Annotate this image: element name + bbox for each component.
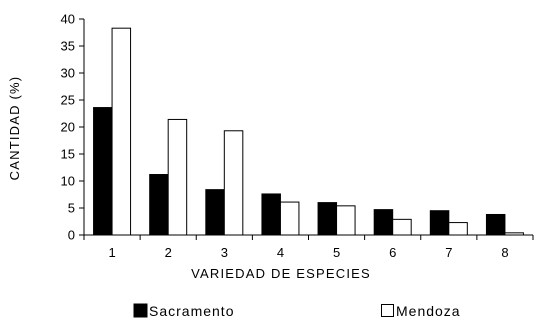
- y-tick-label: 35: [61, 39, 75, 54]
- x-tick-label: 1: [108, 245, 115, 260]
- bar-sacramento-6: [373, 209, 394, 236]
- legend-item-mendoza: Mendoza: [381, 303, 461, 319]
- x-tick-label: 3: [221, 245, 228, 260]
- bar-sacramento-3: [205, 189, 225, 236]
- y-axis-ticks: 0 5 10 15 20 25 30 35 40: [61, 12, 84, 243]
- bar-sacramento-2: [149, 174, 169, 236]
- bar-mendoza-4: [279, 201, 300, 236]
- bar-sacramento-8: [485, 213, 506, 236]
- x-tick-label: 4: [277, 245, 284, 260]
- bar-sacramento-4: [261, 193, 281, 236]
- bar-sacramento-7: [429, 210, 450, 236]
- bar-mendoza-5: [336, 205, 356, 236]
- y-tick-label: 40: [61, 12, 75, 27]
- bar-mendoza-1: [111, 27, 132, 236]
- x-tick-label: 5: [333, 245, 340, 260]
- y-tick-label: 15: [61, 147, 75, 162]
- bars: [93, 27, 524, 236]
- y-tick-label: 20: [61, 120, 75, 135]
- x-tick-label: 8: [501, 245, 508, 260]
- legend-label-sacramento: Sacramento: [149, 303, 234, 319]
- bar-sacramento-1: [93, 107, 113, 236]
- y-tick-label: 10: [61, 174, 75, 189]
- y-tick-label: 0: [68, 228, 75, 243]
- legend-label-mendoza: Mendoza: [396, 303, 461, 319]
- legend-item-sacramento: Sacramento: [133, 303, 234, 319]
- bar-mendoza-3: [223, 130, 244, 236]
- bar-mendoza-7: [448, 222, 468, 236]
- x-tick-label: 2: [165, 245, 172, 260]
- x-tick-label: 7: [445, 245, 452, 260]
- y-tick-label: 25: [61, 93, 75, 108]
- legend: Sacramento Mendoza: [133, 303, 461, 319]
- y-axis-title: CANTIDAD (%): [7, 76, 22, 181]
- legend-swatch-sacramento: [133, 303, 148, 318]
- x-axis-title: VARIEDAD DE ESPECIES: [191, 266, 371, 281]
- bar-sacramento-5: [317, 202, 338, 236]
- y-tick-label: 5: [68, 201, 75, 216]
- x-tick-label: 6: [389, 245, 396, 260]
- x-axis-ticks: 1 2 3 4 5 6 7 8: [83, 235, 534, 260]
- bar-mendoza-6: [392, 218, 412, 236]
- bar-mendoza-2: [167, 118, 188, 236]
- y-tick-label: 30: [61, 66, 75, 81]
- legend-swatch-mendoza: [381, 304, 394, 317]
